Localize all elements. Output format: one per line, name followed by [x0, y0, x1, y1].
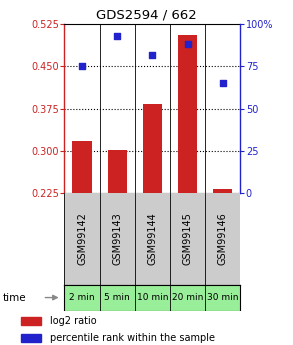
Text: percentile rank within the sample: percentile rank within the sample: [50, 333, 215, 343]
Point: [185, 42, 190, 47]
Bar: [108, 150, 127, 193]
Text: GSM99143: GSM99143: [112, 213, 122, 265]
Bar: [72, 141, 92, 193]
Text: GSM99142: GSM99142: [77, 213, 87, 265]
Text: 2 min: 2 min: [69, 293, 95, 302]
Point: [80, 63, 84, 69]
Bar: [178, 35, 197, 193]
Text: log2 ratio: log2 ratio: [50, 316, 96, 326]
Point: [220, 80, 225, 86]
Text: 30 min: 30 min: [207, 293, 239, 302]
Text: 10 min: 10 min: [137, 293, 168, 302]
Point: [115, 33, 120, 39]
Point: [150, 52, 155, 57]
Text: GDS2594 / 662: GDS2594 / 662: [96, 9, 197, 22]
Text: 5 min: 5 min: [104, 293, 130, 302]
Text: GSM99145: GSM99145: [183, 213, 193, 265]
Text: GSM99146: GSM99146: [218, 213, 228, 265]
Bar: [21, 334, 41, 342]
Bar: [143, 104, 162, 193]
Text: time: time: [3, 293, 27, 303]
Text: GSM99144: GSM99144: [147, 213, 157, 265]
Bar: [213, 189, 232, 193]
Text: 20 min: 20 min: [172, 293, 203, 302]
Bar: [21, 317, 41, 325]
